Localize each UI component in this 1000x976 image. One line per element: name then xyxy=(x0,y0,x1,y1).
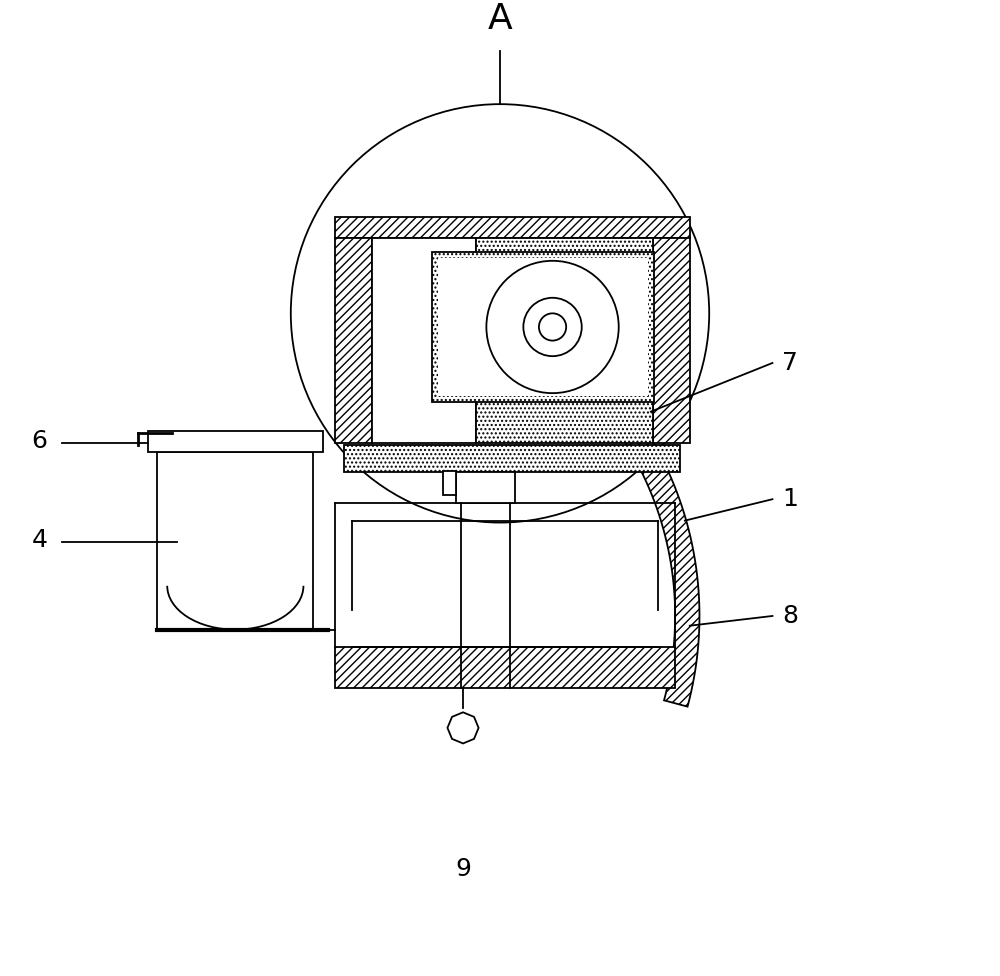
Polygon shape xyxy=(512,312,699,707)
Bar xyxy=(335,238,372,443)
Circle shape xyxy=(523,298,582,356)
Bar xyxy=(438,258,648,396)
Text: 1: 1 xyxy=(782,487,798,511)
Bar xyxy=(335,217,690,238)
Bar xyxy=(476,238,653,443)
Bar xyxy=(456,472,515,503)
Circle shape xyxy=(486,261,619,393)
Text: A: A xyxy=(488,2,512,36)
Text: 9: 9 xyxy=(455,857,471,881)
Bar xyxy=(157,453,313,630)
Bar xyxy=(432,252,654,402)
Bar xyxy=(443,471,456,495)
Text: 7: 7 xyxy=(782,351,798,375)
Bar xyxy=(335,647,675,688)
Circle shape xyxy=(539,313,566,341)
Bar xyxy=(653,238,690,443)
Text: 8: 8 xyxy=(782,604,798,628)
Bar xyxy=(372,217,653,443)
Text: 6: 6 xyxy=(32,428,48,453)
Text: 4: 4 xyxy=(32,528,48,552)
Bar xyxy=(148,431,323,453)
Bar xyxy=(372,238,476,443)
Bar xyxy=(344,445,680,472)
